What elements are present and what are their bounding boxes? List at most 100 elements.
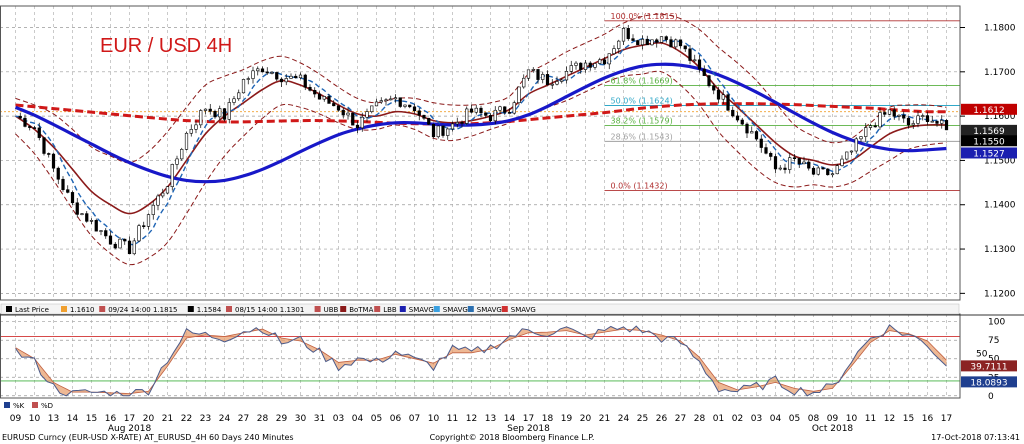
osc-k-line bbox=[15, 324, 947, 397]
legend-label: UBB bbox=[324, 306, 339, 314]
candle-body bbox=[522, 77, 526, 88]
candle-body bbox=[180, 149, 184, 160]
footer-right: 17-Oct-2018 07:13:41 bbox=[931, 433, 1020, 442]
legend-swatch bbox=[187, 306, 194, 312]
day-label: 09 bbox=[10, 414, 22, 424]
day-label: 24 bbox=[618, 414, 630, 424]
candle-body bbox=[355, 124, 360, 129]
footer-center: Copyright© 2018 Bloomberg Finance L.P. bbox=[430, 433, 595, 442]
candle-body bbox=[802, 161, 806, 165]
legend-label: 08/15 14:00 1.1301 bbox=[235, 306, 304, 314]
day-label: 12 bbox=[466, 414, 477, 424]
osc-badge bbox=[961, 360, 1017, 372]
candle-body bbox=[636, 40, 640, 46]
candle-body bbox=[560, 79, 564, 82]
day-label: 04 bbox=[770, 414, 782, 424]
price-tick-label: 1.1700 bbox=[984, 68, 1016, 78]
candle-body bbox=[925, 115, 930, 122]
candle-body bbox=[474, 107, 478, 113]
candle-body bbox=[317, 93, 322, 100]
candle-body bbox=[503, 106, 507, 113]
legend-label: SMAVG bbox=[477, 306, 502, 314]
day-label: 17 bbox=[941, 414, 952, 424]
legend-bar bbox=[0, 303, 960, 315]
candle-body bbox=[878, 112, 882, 128]
candle-body bbox=[99, 230, 103, 232]
candle-body bbox=[450, 123, 455, 130]
candle-body bbox=[42, 137, 46, 154]
oscillator-panel bbox=[0, 324, 960, 397]
price-badge bbox=[961, 124, 1017, 136]
footer: EURUSD Curncy (EUR-USD X-RATE) AT_EURUSD… bbox=[2, 433, 1020, 442]
day-label: 06 bbox=[390, 414, 402, 424]
candle-body bbox=[431, 123, 436, 138]
candle-body bbox=[944, 120, 949, 131]
candle-body bbox=[351, 112, 355, 126]
candle-body bbox=[731, 109, 735, 117]
candle-body bbox=[374, 101, 379, 107]
legend-swatch bbox=[374, 306, 381, 312]
candle-body bbox=[840, 158, 844, 166]
day-label: 15 bbox=[86, 414, 97, 424]
candle-body bbox=[640, 38, 645, 46]
candle-body bbox=[493, 109, 497, 122]
osc-marker-label: 50 bbox=[976, 350, 988, 360]
candle-body bbox=[313, 90, 317, 95]
day-label: 13 bbox=[485, 414, 496, 424]
candle-body bbox=[189, 129, 193, 134]
candle-body bbox=[441, 125, 445, 136]
day-label: 16 bbox=[105, 414, 117, 424]
candle-body bbox=[859, 136, 863, 140]
legend-label: SMAVG bbox=[409, 306, 434, 314]
fib-label: 50.0% (1.1624) bbox=[611, 96, 673, 105]
candle-body bbox=[289, 75, 293, 79]
candle-body bbox=[479, 107, 483, 114]
day-label: 07 bbox=[409, 414, 420, 424]
day-label: 04 bbox=[352, 414, 364, 424]
candle-body bbox=[854, 138, 858, 152]
legend-swatch bbox=[61, 306, 67, 312]
day-label: 25 bbox=[637, 414, 648, 424]
price-tick-label: 1.1600 bbox=[984, 112, 1016, 122]
candle-body bbox=[664, 36, 668, 40]
legend-swatch bbox=[399, 306, 406, 312]
candle-body bbox=[28, 126, 32, 128]
candle-body bbox=[75, 202, 79, 215]
candle-body bbox=[555, 81, 559, 85]
day-label: 17 bbox=[124, 414, 135, 424]
candle-body bbox=[564, 71, 569, 81]
candle-body bbox=[911, 123, 915, 126]
day-label: 09 bbox=[827, 414, 839, 424]
osc-legend-label: %D bbox=[41, 402, 53, 410]
candle-body bbox=[536, 69, 540, 80]
candle-body bbox=[688, 48, 692, 61]
candle-body bbox=[488, 115, 493, 122]
candle-body bbox=[213, 111, 217, 118]
candle-body bbox=[579, 62, 583, 70]
candle-body bbox=[104, 230, 108, 237]
candle-body bbox=[512, 102, 516, 114]
upper-band bbox=[15, 13, 947, 164]
day-label: 31 bbox=[314, 414, 325, 424]
day-label: 26 bbox=[656, 414, 668, 424]
candle-body bbox=[712, 85, 716, 91]
oscillator-fill bbox=[15, 324, 947, 396]
candle-body bbox=[792, 157, 797, 159]
price-badge bbox=[961, 103, 1017, 115]
candle-body bbox=[507, 112, 512, 114]
day-label: 23 bbox=[200, 414, 211, 424]
candle-body bbox=[85, 213, 89, 222]
candle-body bbox=[422, 114, 426, 119]
candle-body bbox=[156, 195, 160, 206]
candle-body bbox=[669, 39, 673, 48]
candle-body bbox=[137, 225, 141, 242]
candle-body bbox=[151, 204, 155, 215]
osc-legend-swatch bbox=[4, 402, 10, 408]
candle-body bbox=[541, 74, 545, 80]
candle-body bbox=[118, 238, 122, 249]
price-tick-label: 1.1400 bbox=[984, 201, 1016, 211]
candle-body bbox=[868, 125, 873, 128]
candle-body bbox=[412, 106, 417, 112]
osc-legend-swatch bbox=[32, 402, 38, 408]
legend-label: 1.1610 bbox=[70, 306, 95, 314]
